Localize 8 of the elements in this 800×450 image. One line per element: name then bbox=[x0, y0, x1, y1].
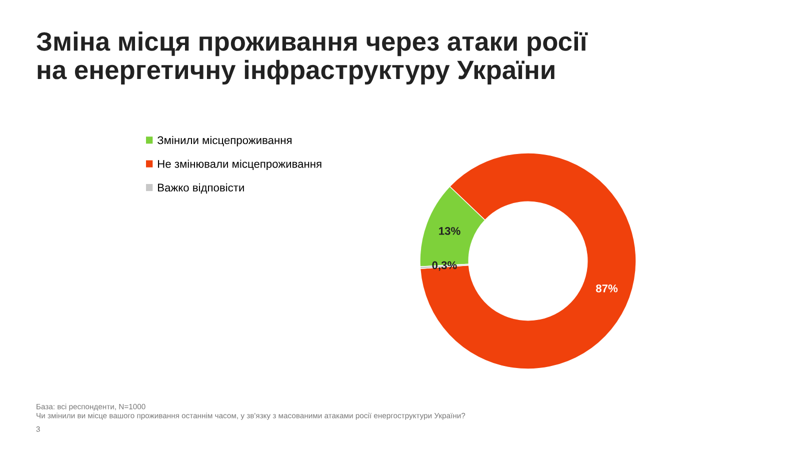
data-label: 0,3% bbox=[432, 261, 457, 271]
data-label: 87% bbox=[596, 284, 618, 292]
legend-label: Змінили місцепроживання bbox=[157, 136, 292, 146]
chart-title: Зміна місця проживання через атаки росії на енергетичну інфраструктуру України bbox=[36, 32, 588, 85]
legend-label: Не змінювали місцепроживання bbox=[158, 160, 322, 170]
legend-label: Важко відповісти bbox=[158, 183, 244, 194]
donut-slice bbox=[420, 152, 636, 370]
data-label: 13% bbox=[439, 227, 460, 235]
